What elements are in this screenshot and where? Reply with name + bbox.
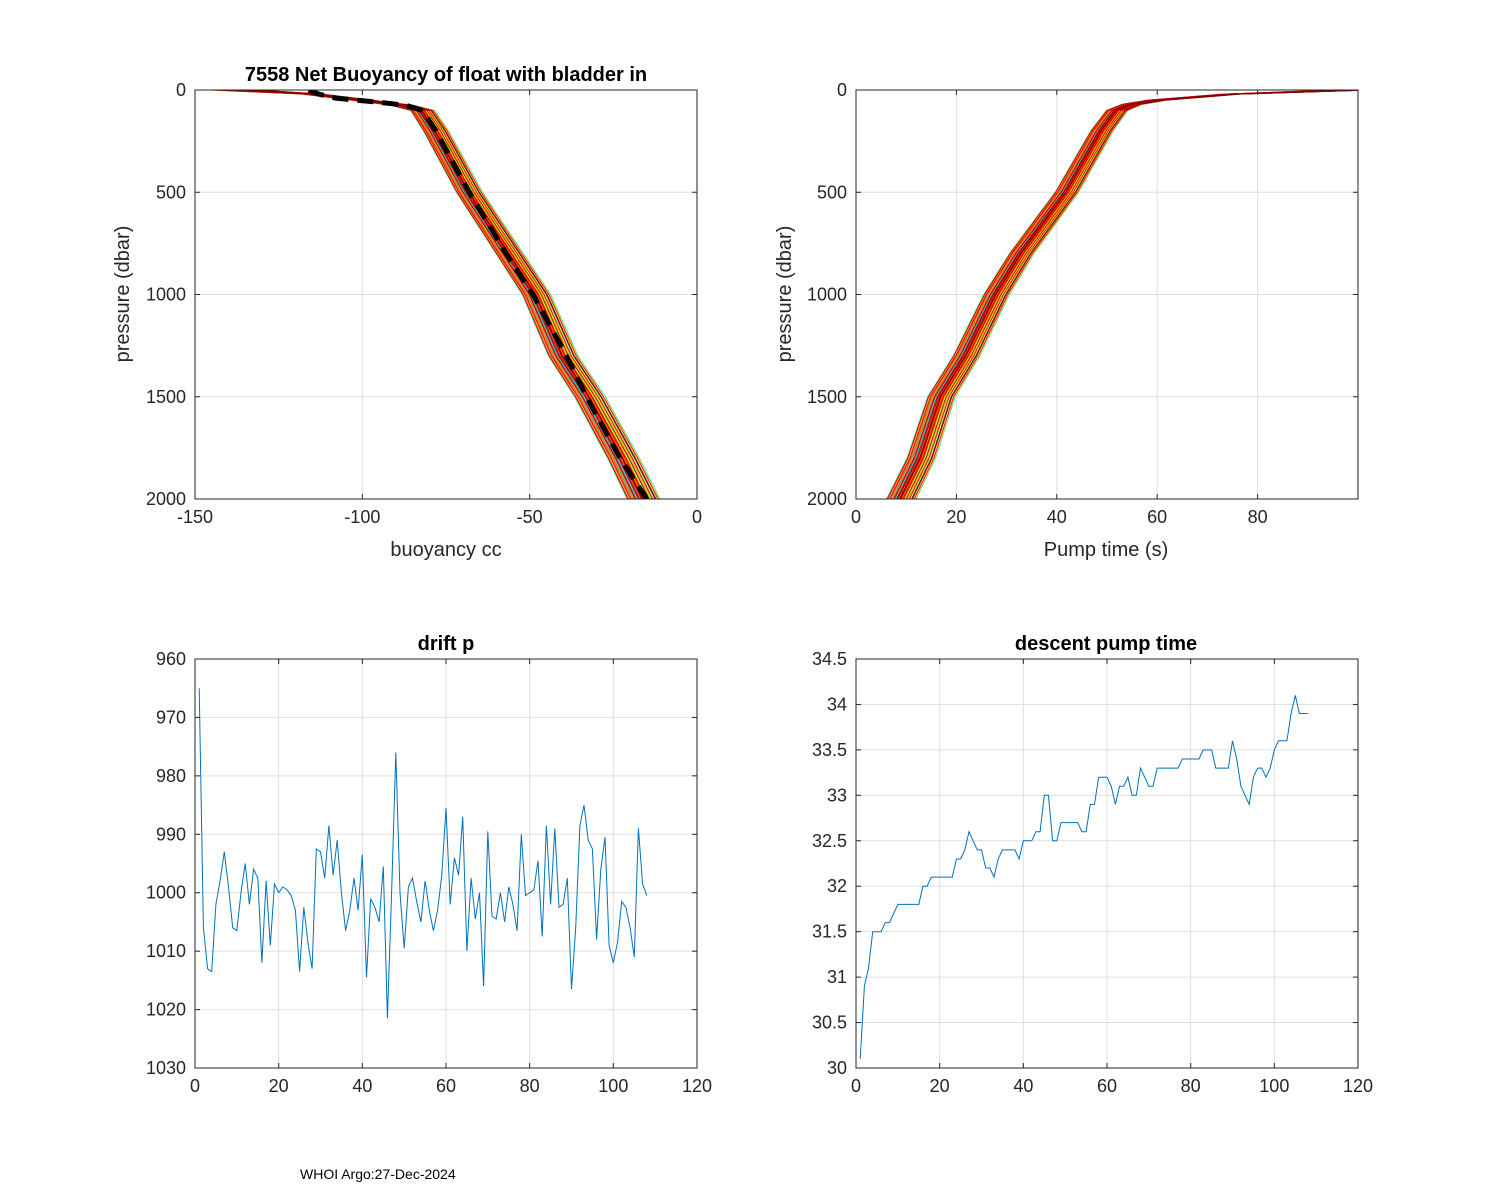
descent-ytick-label: 30 — [827, 1058, 847, 1078]
drift-data — [198, 688, 648, 1019]
pump-ytick-label: 0 — [837, 80, 847, 100]
pump-xlabel: Pump time (s) — [1044, 539, 1168, 561]
pump-ytick-label: 1500 — [807, 387, 847, 407]
drift-ytick-label: 1030 — [146, 1058, 186, 1078]
buoyancy-ylabel: pressure (dbar) — [112, 226, 134, 363]
descent-ytick-label: 31.5 — [812, 922, 847, 942]
descent-xtick-label: 40 — [1013, 1076, 1033, 1096]
drift-xtick-label: 80 — [520, 1076, 540, 1096]
buoyancy-ytick-label: 2000 — [146, 489, 186, 509]
descent-xtick-label: 80 — [1181, 1076, 1201, 1096]
descent-ytick-label: 32 — [827, 876, 847, 896]
drift-ytick-label: 970 — [156, 707, 186, 727]
footer-credit: WHOI Argo:27-Dec-2024 — [300, 1166, 456, 1182]
pump-xtick-label: 80 — [1248, 507, 1268, 527]
pump-ylabel: pressure (dbar) — [774, 226, 796, 363]
pump-profile-line — [886, 90, 1351, 499]
drift-title: drift p — [418, 633, 475, 655]
descent-xtick-label: 100 — [1259, 1076, 1289, 1096]
descent-data — [859, 695, 1308, 1059]
buoyancy-xtick-label: -150 — [177, 507, 213, 527]
descent-xtick-label: 20 — [930, 1076, 950, 1096]
descent-xtick-label: 120 — [1343, 1076, 1373, 1096]
pump-data — [885, 90, 1358, 499]
descent-series-line — [859, 695, 1308, 1059]
drift-ytick-label: 1000 — [146, 883, 186, 903]
drift-ytick-label: 1020 — [146, 1000, 186, 1020]
pump-xtick-label: 40 — [1047, 507, 1067, 527]
descent-title: descent pump time — [1015, 633, 1197, 655]
buoyancy-ytick-label: 0 — [176, 80, 186, 100]
drift-ytick-label: 960 — [156, 649, 186, 669]
pump-ytick-label: 2000 — [807, 489, 847, 509]
descent-ytick-label: 34 — [827, 694, 847, 714]
drift-xtick-label: 20 — [269, 1076, 289, 1096]
drift-xtick-label: 60 — [436, 1076, 456, 1096]
descent-ytick-label: 31 — [827, 967, 847, 987]
drift-ytick-label: 1010 — [146, 941, 186, 961]
pump-xtick-label: 60 — [1147, 507, 1167, 527]
buoyancy-profile-line — [232, 90, 629, 499]
drift-xtick-label: 0 — [190, 1076, 200, 1096]
drift-ytick-label: 990 — [156, 824, 186, 844]
pump-ytick-label: 1000 — [807, 285, 847, 305]
buoyancy-ytick-label: 500 — [156, 182, 186, 202]
descent-axes: 0 20 40 60 80 100 120 30 30.5 31 31.5 32 32.5 33 33.5 3… — [812, 633, 1373, 1096]
descent-ytick-label: 30.5 — [812, 1013, 847, 1033]
pump-ytick-label: 500 — [817, 182, 847, 202]
descent-ytick-label: 33.5 — [812, 740, 847, 760]
buoyancy-mean-line — [307, 90, 649, 499]
drift-axes: 0 20 40 60 80 100 120 960 970 980 990 1000 1010 1020 1… — [146, 633, 712, 1096]
drift-xtick-label: 100 — [598, 1076, 628, 1096]
drift-xtick-label: 120 — [682, 1076, 712, 1096]
pump-profile-line — [900, 90, 1358, 499]
descent-xtick-label: 60 — [1097, 1076, 1117, 1096]
buoyancy-ytick-label: 1000 — [146, 285, 186, 305]
descent-ytick-label: 33 — [827, 785, 847, 805]
pump-xtick-label: 0 — [851, 507, 861, 527]
drift-ytick-label: 980 — [156, 766, 186, 786]
buoyancy-xlabel: buoyancy cc — [390, 539, 501, 561]
descent-ytick-label: 32.5 — [812, 831, 847, 851]
buoyancy-ytick-label: 1500 — [146, 387, 186, 407]
buoyancy-xtick-label: -100 — [344, 507, 380, 527]
buoyancy-axes: -150 -100 -50 0 0 500 1000 1500 2000 7558 Net Bu… — [112, 64, 702, 561]
pump-xtick-label: 20 — [946, 507, 966, 527]
buoyancy-xtick-label: 0 — [692, 507, 702, 527]
buoyancy-xtick-label: -50 — [517, 507, 543, 527]
drift-series-line — [198, 688, 648, 1019]
descent-xtick-label: 0 — [851, 1076, 861, 1096]
buoyancy-data — [210, 90, 661, 499]
buoyancy-title: 7558 Net Buoyancy of float with bladder … — [245, 64, 647, 86]
pump-profile-line — [911, 90, 1358, 499]
descent-ytick-label: 34.5 — [812, 649, 847, 669]
drift-xtick-label: 40 — [352, 1076, 372, 1096]
